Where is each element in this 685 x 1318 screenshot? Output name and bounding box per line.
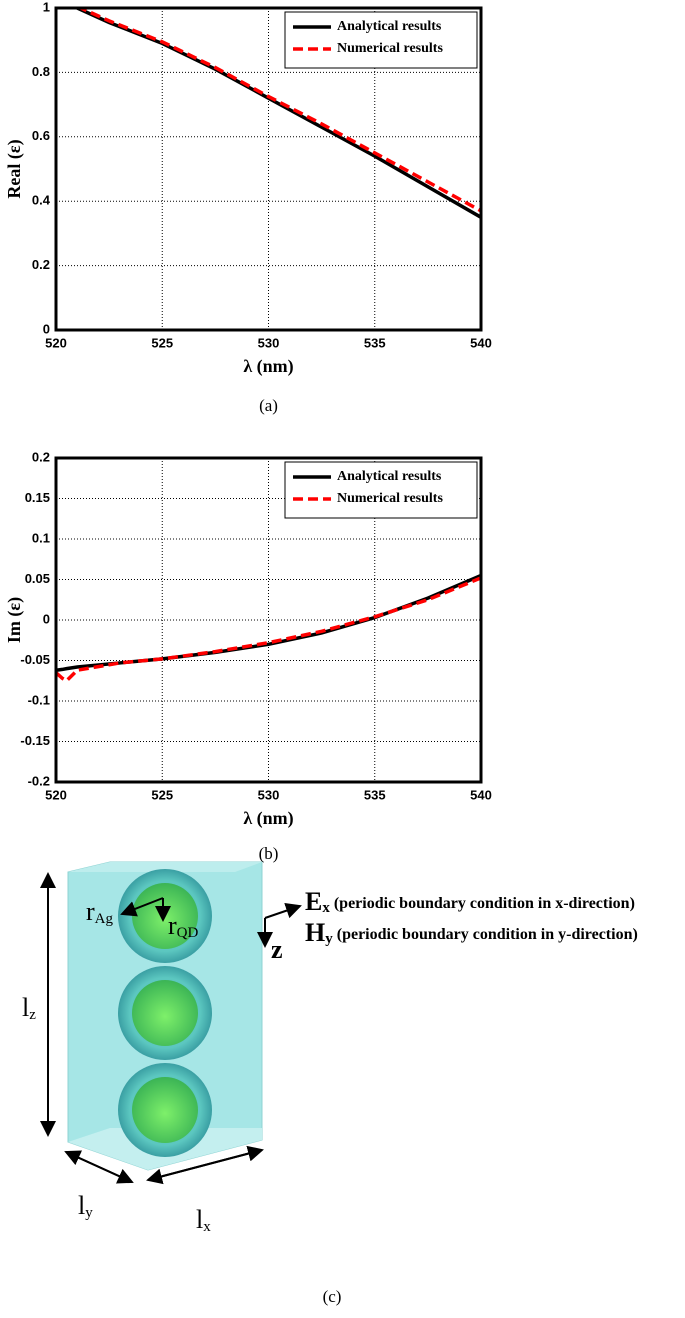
lz-label: lz — [22, 993, 36, 1023]
y-tick-label: 0 — [43, 611, 50, 626]
y-tick-label: 1 — [43, 0, 50, 14]
y-axis-label: Im (ε) — [4, 597, 25, 643]
y-tick-label: 0.1 — [32, 530, 50, 545]
y-tick-label: 0.6 — [32, 128, 50, 143]
diagram: rAg rQD Ex (periodic boundary condition i… — [22, 861, 638, 1306]
y-tick-label: 0.2 — [32, 449, 50, 464]
y-axis-label: Real (ε) — [4, 139, 25, 198]
box-top — [68, 862, 262, 872]
y-tick-label: -0.1 — [28, 692, 50, 707]
chart: 520 525 530 535 540 0 0.2 0.4 0.6 0.8 1 λ (nm) Real … — [4, 0, 492, 415]
y-tick-label: 0.8 — [32, 64, 50, 79]
legend: Analytical results Numerical results — [284, 461, 478, 519]
data-line — [56, 576, 481, 683]
caption: (c) — [323, 1287, 342, 1306]
core — [132, 980, 198, 1046]
x-tick-label: 520 — [45, 335, 67, 350]
x-tick-label: 530 — [258, 335, 280, 350]
y-tick-label: 0.2 — [32, 257, 50, 272]
y-tick-label: 0.15 — [25, 490, 50, 505]
y-tick-label: 0 — [43, 321, 50, 336]
legend-box — [284, 11, 478, 69]
y-tick-label: -0.2 — [28, 773, 50, 788]
z-label: z — [271, 935, 283, 964]
y-tick-label: 0.05 — [25, 571, 50, 586]
r-ag-label: rAg — [86, 897, 114, 927]
legend-box — [284, 461, 478, 519]
x-tick-label: 520 — [45, 787, 67, 802]
x-axis-label: λ (nm) — [243, 356, 293, 377]
x-tick-label: 540 — [470, 787, 492, 802]
spheres — [118, 869, 212, 1157]
r-qd-label: rQD — [168, 911, 199, 941]
caption: (a) — [259, 396, 278, 415]
chart: 520 525 530 535 540 -0.2 -0.15 -0.1 -0.05 0 0.05 0.… — [4, 449, 492, 862]
ly-arrow — [64, 1150, 133, 1183]
x-tick-label: 535 — [364, 335, 386, 350]
lx-label: lx — [196, 1205, 211, 1235]
r-ag-arrow — [120, 897, 164, 917]
x-axis-label: λ (nm) — [243, 808, 293, 829]
x-tick-label: 525 — [151, 787, 173, 802]
y-tick-label: -0.05 — [20, 652, 50, 667]
lx-arrow — [146, 1149, 263, 1185]
ex-arrow — [264, 902, 302, 919]
x-tick-label: 525 — [151, 335, 173, 350]
plot-frame — [54, 456, 483, 784]
y-tick-label: -0.15 — [20, 733, 50, 748]
x-tick-label: 535 — [364, 787, 386, 802]
h-label: Hy (periodic boundary condition in y-dire… — [305, 918, 638, 947]
legend-label: Analytical results — [337, 469, 442, 484]
data-line — [76, 8, 481, 213]
legend-label: Analytical results — [337, 19, 442, 34]
core — [132, 1077, 198, 1143]
caption: (b) — [259, 844, 279, 863]
legend-label: Numerical results — [337, 491, 443, 506]
y-tick-label: 0.4 — [32, 193, 51, 208]
x-tick-label: 540 — [470, 335, 492, 350]
legend: Analytical results Numerical results — [284, 11, 478, 69]
ly-label: ly — [78, 1191, 93, 1221]
plot-frame — [54, 6, 483, 332]
legend-label: Numerical results — [337, 41, 443, 56]
e-label: Ex (periodic boundary condition in x-dire… — [305, 887, 635, 916]
x-tick-label: 530 — [258, 787, 280, 802]
